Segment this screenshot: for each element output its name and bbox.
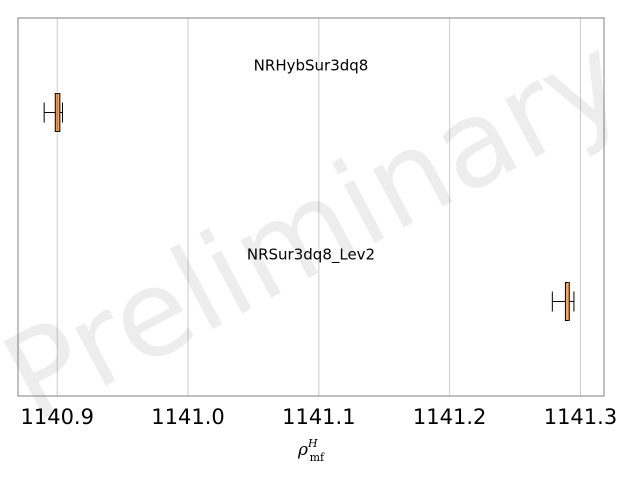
box-iqr	[564, 282, 570, 321]
series-label: NRHybSur3dq8	[254, 57, 369, 75]
x-axis-ticks: 1140.9 1141.0 1141.1 1141.2 1141.3	[20, 405, 617, 429]
watermark-text: Preliminary	[0, 9, 640, 450]
plot-frame	[17, 17, 605, 397]
box-plot	[551, 282, 575, 321]
grid-lines	[56, 18, 581, 396]
watermark-layer: Preliminary	[0, 9, 640, 450]
x-axis-label-sup: H	[307, 437, 318, 450]
box-plot	[43, 93, 63, 132]
box-plots	[43, 93, 575, 321]
x-tick-label: 1141.2	[413, 405, 486, 429]
x-axis-label-base: ρ	[297, 440, 308, 460]
x-axis-label: ρH mf	[297, 437, 325, 464]
x-tick-label: 1141.3	[544, 405, 617, 429]
x-tick-label: 1141.1	[282, 405, 355, 429]
x-tick-label: 1141.0	[151, 405, 224, 429]
series-label: NRSur3dq8_Lev2	[247, 246, 375, 265]
x-axis-label-sub: mf	[310, 451, 325, 464]
x-tick-label: 1140.9	[20, 405, 93, 429]
series-labels: NRHybSur3dq8 NRSur3dq8_Lev2	[247, 57, 375, 265]
